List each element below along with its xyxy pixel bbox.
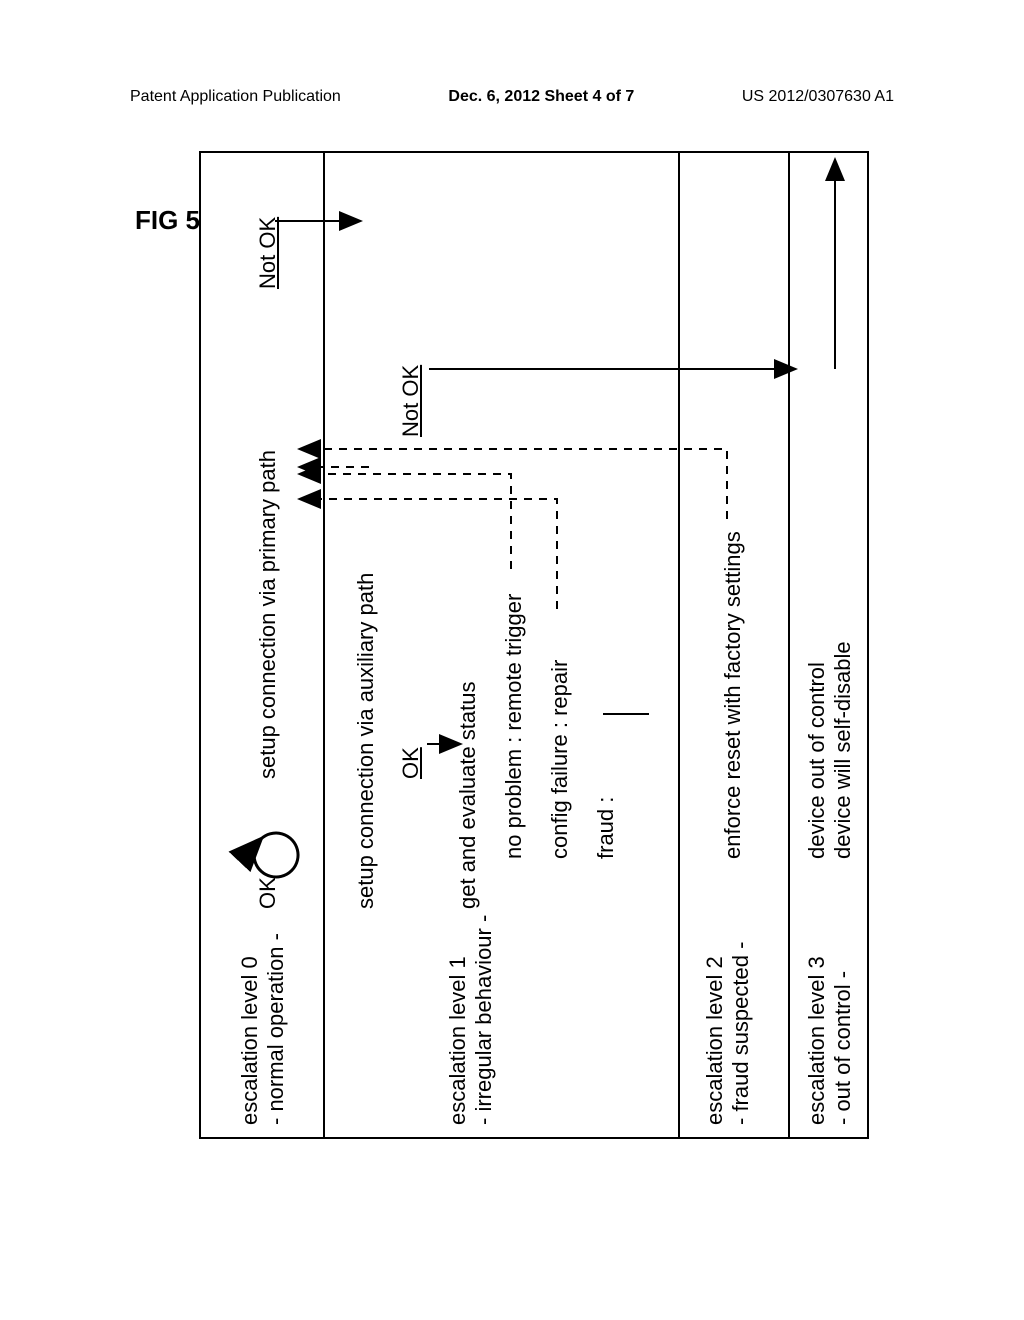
level-2-text: enforce reset with factory settings	[720, 531, 746, 859]
level-1-get-eval: get and evaluate status	[455, 682, 481, 910]
level-3-label: escalation level 3 - out of control -	[804, 956, 856, 1125]
level-1-sub: - irregular behaviour -	[471, 915, 496, 1125]
row-level-2: escalation level 2 - fraud suspected - e…	[680, 151, 790, 1139]
level-3-text: device out of control device will self-d…	[804, 641, 856, 859]
level-0-label: escalation level 0 - normal operation -	[237, 933, 289, 1125]
level-0-sub: - normal operation -	[263, 933, 288, 1125]
level-1-config-failure: config failure : repair	[547, 660, 573, 859]
row-level-0: escalation level 0 - normal operation - …	[215, 151, 325, 1139]
level-3-sub: - out of control -	[830, 971, 855, 1125]
level-2-sub: - fraud suspected -	[728, 942, 753, 1125]
level-3-title: escalation level 3	[804, 956, 829, 1125]
row-level-3: escalation level 3 - out of control - de…	[790, 151, 885, 1139]
level-0-ok: OK	[255, 877, 281, 909]
level-2-label: escalation level 2 - fraud suspected -	[702, 942, 754, 1125]
row-level-1: escalation level 1 - irregular behaviour…	[325, 151, 680, 1139]
level-1-setup-aux: setup connection via auxiliary path	[353, 573, 379, 909]
level-2-title: escalation level 2	[702, 956, 727, 1125]
level-1-ok: OK	[398, 747, 424, 779]
figure-label: FIG 5	[135, 205, 200, 236]
level-3-line2: device will self-disable	[830, 641, 855, 859]
header-left: Patent Application Publication	[130, 88, 341, 106]
level-0-title: escalation level 0	[237, 956, 262, 1125]
diagram: escalation level 0 - normal operation - …	[40, 310, 1024, 980]
level-1-title: escalation level 1	[445, 956, 470, 1125]
level-1-no-problem: no problem : remote trigger	[501, 594, 527, 859]
level-0-text: setup connection via primary path	[255, 450, 281, 779]
level-1-fraud: fraud :	[593, 797, 619, 859]
page-header: Patent Application Publication Dec. 6, 2…	[0, 88, 1024, 106]
header-center: Dec. 6, 2012 Sheet 4 of 7	[448, 88, 634, 106]
level-3-line1: device out of control	[804, 662, 829, 859]
header-right: US 2012/0307630 A1	[742, 88, 894, 106]
level-0-notok: Not OK	[255, 217, 281, 289]
level-1-notok: Not OK	[398, 365, 424, 437]
level-1-label: escalation level 1 - irregular behaviour…	[445, 915, 497, 1125]
